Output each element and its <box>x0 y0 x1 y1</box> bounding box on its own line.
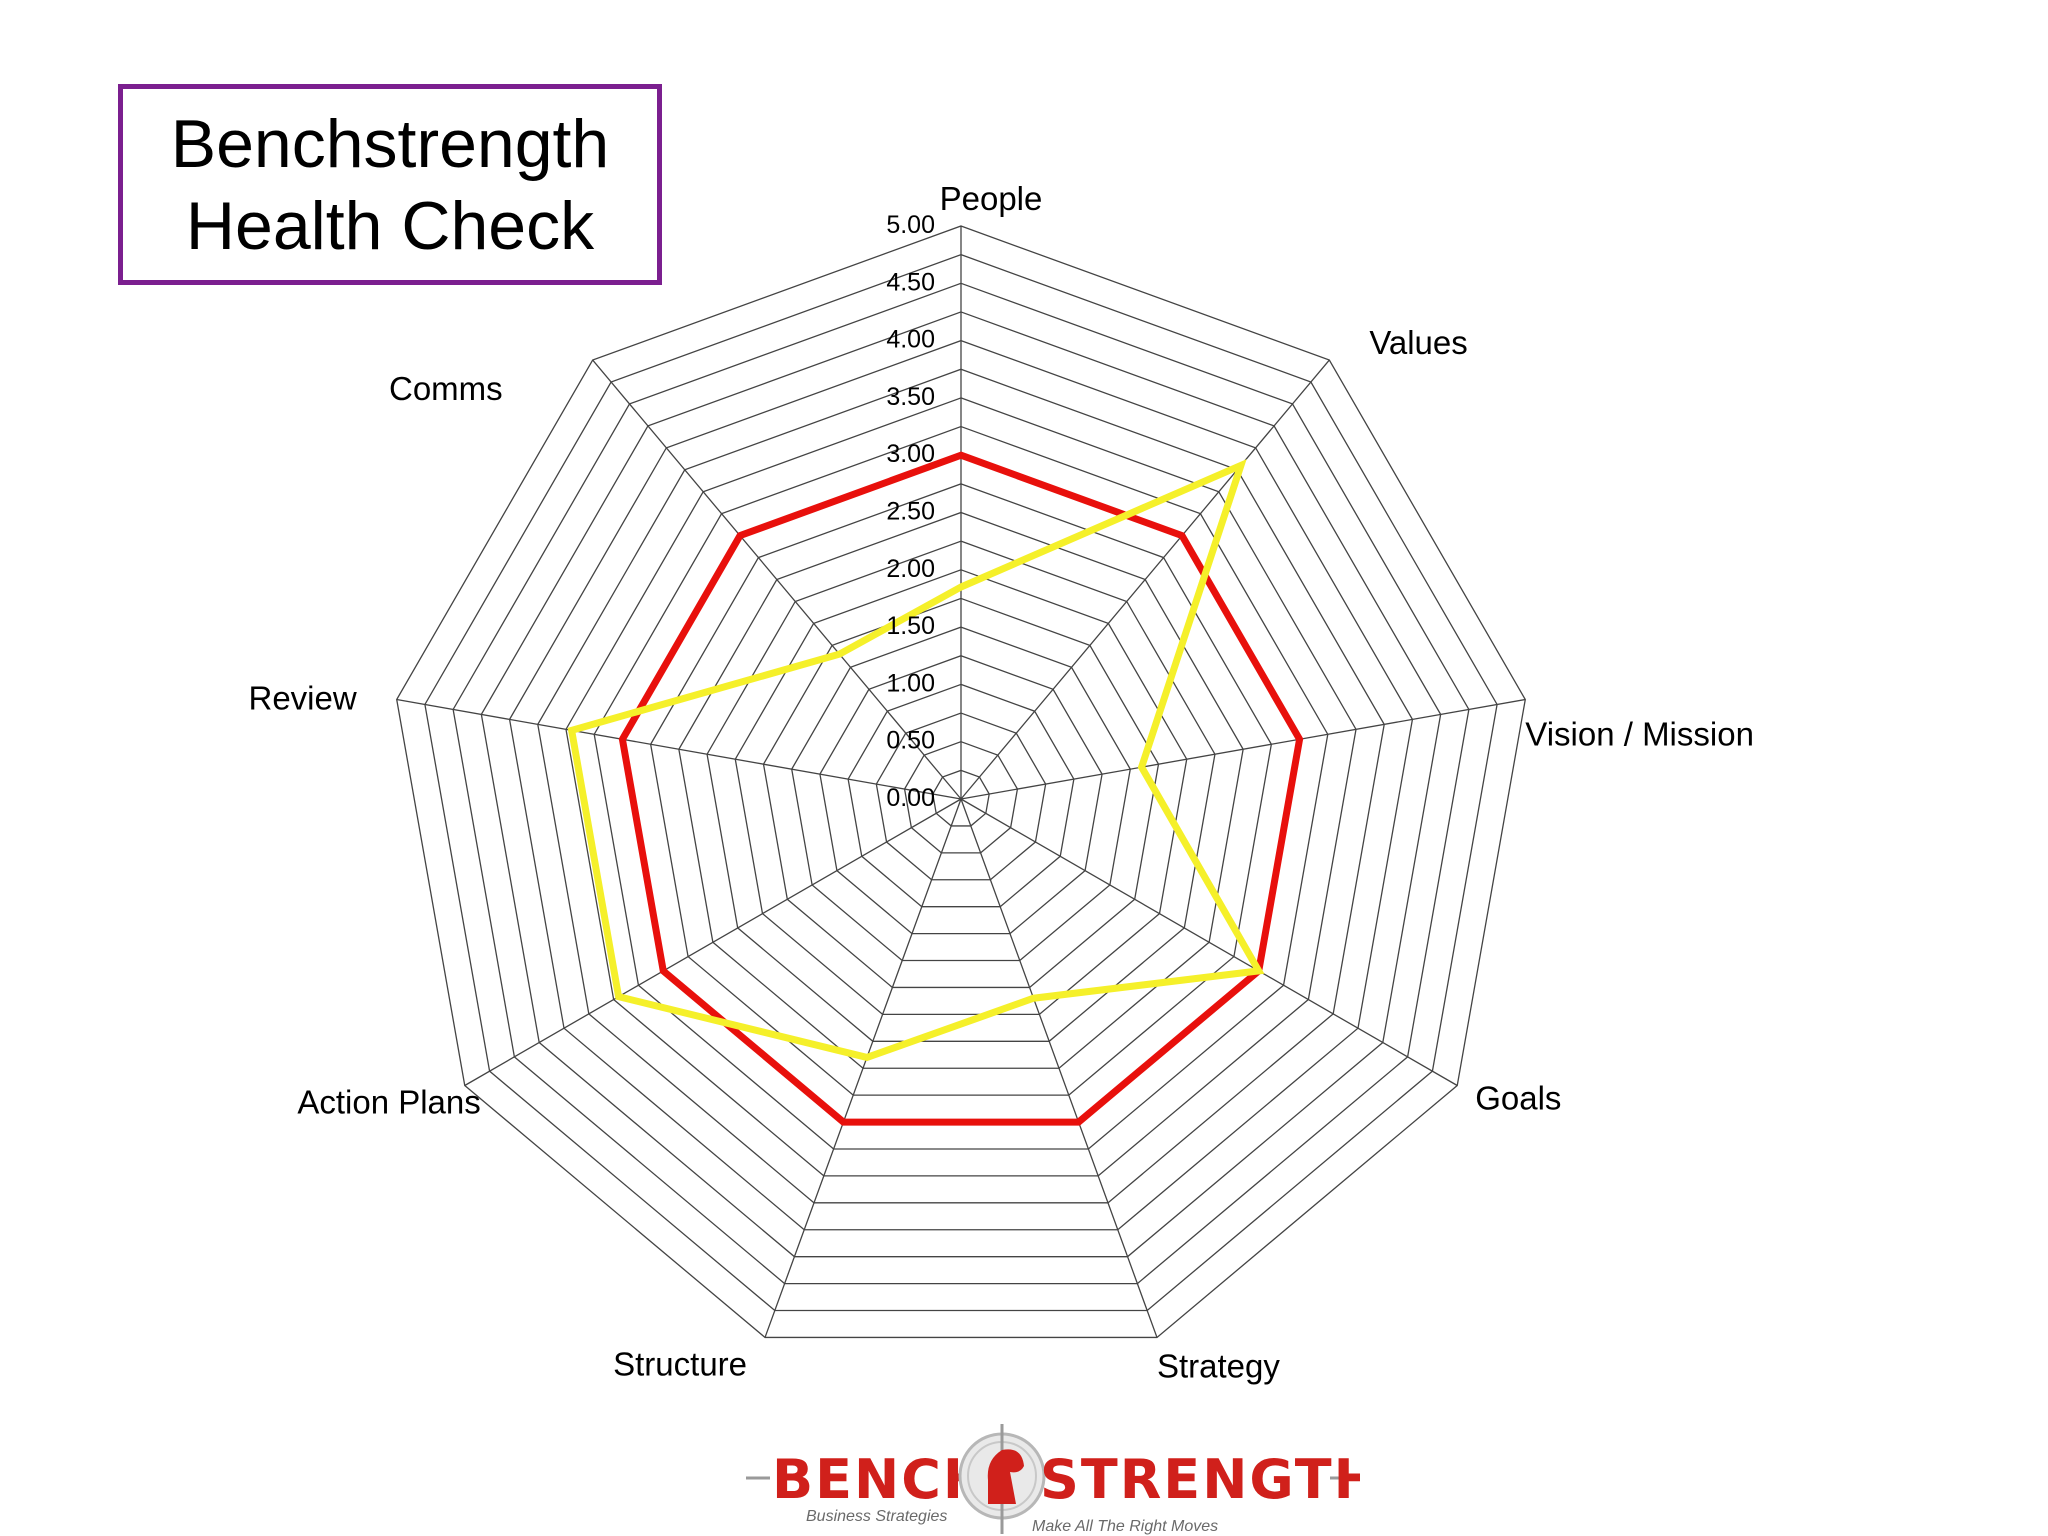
radar-grid <box>396 225 1526 1339</box>
logo-tagline-right: Make All The Right Moves <box>1032 1518 1218 1535</box>
grid-spoke <box>960 798 1458 1087</box>
axis-label: Action Plans <box>297 1084 480 1121</box>
grid-ring <box>734 569 1188 1016</box>
radial-tick-label: 2.50 <box>886 498 935 526</box>
logo-tagline-left: Business Strategies <box>806 1508 947 1525</box>
axis-label: Strategy <box>1157 1347 1280 1384</box>
axis-labels: People Values Vision / Mission Goals Strateg… <box>249 180 1754 1384</box>
grid-ring <box>875 712 1047 881</box>
radial-tick-label: 3.50 <box>886 383 935 411</box>
chart-title-box: Benchstrength Health Check <box>118 84 662 285</box>
series-line-1 <box>618 451 1304 1126</box>
grid-ring <box>847 683 1075 908</box>
grid-spoke <box>960 798 1158 1338</box>
chart-title-line-2: Health Check <box>185 187 595 264</box>
radial-tick-label: 4.50 <box>886 268 935 296</box>
grid-ring <box>565 397 1357 1177</box>
grid-ring <box>508 339 1414 1231</box>
grid-spoke <box>960 698 1526 800</box>
radial-tick-label: 1.00 <box>886 669 935 697</box>
axis-label: Review <box>249 679 357 716</box>
grid-ring <box>903 741 1019 854</box>
radial-tick-label: 0.50 <box>886 727 935 755</box>
grid-spoke <box>464 798 962 1087</box>
axis-label: Vision / Mission <box>1525 715 1754 752</box>
grid-ring <box>762 597 1160 989</box>
radial-tick-label: 5.00 <box>886 211 935 239</box>
radial-tick-label: 1.50 <box>886 612 935 640</box>
axis-label: Values <box>1369 324 1467 361</box>
benchstrength-logo: BENCH STRENGTH Business Strategies Make … <box>746 1424 1360 1535</box>
radial-axis-ticks: 0.00 0.50 1.00 1.50 2.00 2.50 3.00 3.50 4.00 4.50… <box>886 211 935 812</box>
radial-tick-label: 3.00 <box>886 440 935 468</box>
grid-spoke <box>396 698 962 800</box>
radial-tick-label: 4.00 <box>886 326 935 354</box>
grid-ring <box>396 225 1526 1339</box>
radial-tick-label: 2.00 <box>886 555 935 583</box>
grid-ring <box>649 483 1273 1096</box>
grid-ring <box>537 368 1385 1204</box>
axis-label: Comms <box>389 370 503 407</box>
axis-label: Structure <box>613 1345 747 1382</box>
grid-ring <box>480 311 1442 1258</box>
axis-label: Goals <box>1475 1080 1561 1117</box>
radial-tick-label: 0.00 <box>886 784 935 812</box>
chart-title-line-1: Benchstrength <box>170 105 610 182</box>
grid-ring <box>452 282 1470 1285</box>
grid-ring <box>593 425 1329 1150</box>
grid-ring <box>424 253 1498 1312</box>
series-line-2 <box>567 459 1265 1062</box>
grid-ring <box>932 769 990 827</box>
grid-spoke <box>960 359 1330 800</box>
grid-ring <box>791 626 1131 962</box>
logo-knight-icon <box>958 1424 1046 1534</box>
grid-ring <box>678 511 1244 1069</box>
axis-label: People <box>940 180 1043 217</box>
logo-left-text: BENCH <box>772 1448 990 1511</box>
grid-spoke <box>764 798 962 1338</box>
logo-right-text: STRENGTH <box>1040 1448 1360 1511</box>
radar-series <box>567 451 1304 1126</box>
grid-spoke <box>592 359 962 800</box>
grid-ring <box>819 655 1103 935</box>
